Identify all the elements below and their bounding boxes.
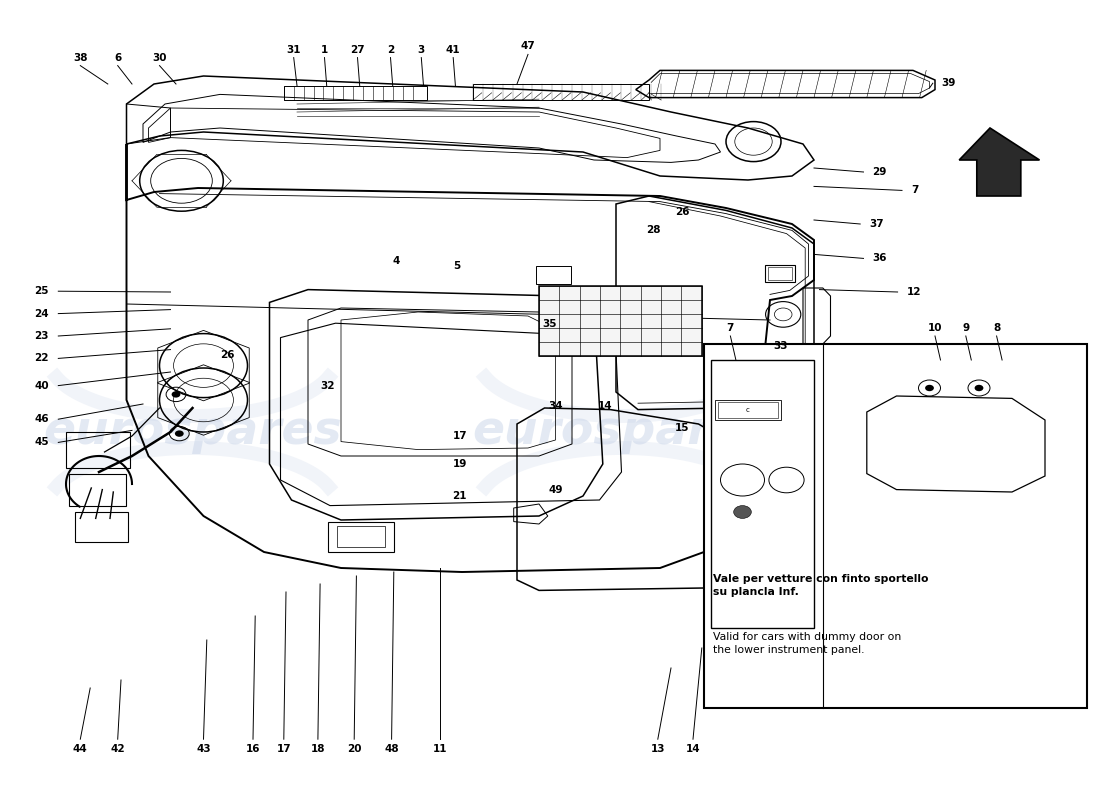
Text: Valid for cars with dummy door on
the lower instrument panel.: Valid for cars with dummy door on the lo… <box>713 632 901 655</box>
Circle shape <box>172 391 180 398</box>
Polygon shape <box>959 128 1040 196</box>
Circle shape <box>734 506 751 518</box>
Bar <box>768 267 792 280</box>
Text: 35: 35 <box>542 319 558 329</box>
Text: 7: 7 <box>727 323 734 333</box>
Text: 39: 39 <box>942 78 956 88</box>
Text: 9: 9 <box>962 323 969 333</box>
Text: 21: 21 <box>452 491 468 501</box>
Text: 3: 3 <box>418 45 425 54</box>
Text: 38: 38 <box>73 53 88 62</box>
Text: 4: 4 <box>393 256 399 266</box>
Bar <box>718 402 778 418</box>
Text: 33: 33 <box>773 342 789 351</box>
Text: 15: 15 <box>674 423 690 433</box>
Text: c: c <box>746 406 750 413</box>
Text: 45: 45 <box>34 438 50 447</box>
Text: 37: 37 <box>869 219 883 229</box>
Text: 43: 43 <box>196 744 211 754</box>
Text: 41: 41 <box>446 45 461 54</box>
Text: 49: 49 <box>548 485 563 494</box>
Bar <box>328 522 394 552</box>
Text: 1: 1 <box>321 45 328 54</box>
Circle shape <box>925 385 934 391</box>
Text: 7: 7 <box>911 186 918 195</box>
Bar <box>764 265 795 282</box>
Text: 44: 44 <box>73 744 88 754</box>
Text: 17: 17 <box>452 431 468 441</box>
Text: 14: 14 <box>597 402 613 411</box>
Text: 25: 25 <box>34 286 50 296</box>
Text: 34: 34 <box>548 402 563 411</box>
Text: 11: 11 <box>432 744 448 754</box>
Text: 40: 40 <box>34 381 50 390</box>
Text: 31: 31 <box>286 45 301 54</box>
Bar <box>704 344 1087 708</box>
Circle shape <box>975 385 983 391</box>
Bar <box>75 512 128 542</box>
Text: 48: 48 <box>384 744 399 754</box>
Text: 36: 36 <box>872 254 887 263</box>
Text: 22: 22 <box>34 354 50 363</box>
Text: 13: 13 <box>650 744 666 754</box>
Bar <box>536 266 571 284</box>
Text: 14: 14 <box>685 744 701 754</box>
Text: 10: 10 <box>927 323 943 333</box>
Text: Vale per vetture con finto sportello
su plancla Inf.: Vale per vetture con finto sportello su … <box>713 574 928 597</box>
Text: 28: 28 <box>646 225 661 234</box>
Text: 17: 17 <box>276 744 292 754</box>
Text: 6: 6 <box>114 53 121 62</box>
Text: 18: 18 <box>310 744 326 754</box>
Text: eurospares: eurospares <box>472 410 771 454</box>
Text: 8: 8 <box>993 323 1000 333</box>
Text: 26: 26 <box>674 207 690 217</box>
Bar <box>539 286 702 356</box>
Text: 46: 46 <box>34 414 50 424</box>
Bar <box>337 526 385 547</box>
Bar <box>715 400 781 420</box>
Text: 24: 24 <box>34 309 50 318</box>
Bar <box>284 86 427 100</box>
Text: 27: 27 <box>350 45 365 54</box>
Bar <box>69 474 126 506</box>
Text: 5: 5 <box>453 262 460 271</box>
Bar <box>473 84 649 100</box>
Text: 2: 2 <box>387 45 394 54</box>
Text: 29: 29 <box>872 167 887 177</box>
Text: 20: 20 <box>346 744 362 754</box>
Text: 19: 19 <box>452 459 468 469</box>
Text: 26: 26 <box>220 350 235 360</box>
Text: 42: 42 <box>110 744 125 754</box>
Text: eurospares: eurospares <box>43 410 342 454</box>
Text: 23: 23 <box>34 331 50 341</box>
Text: 47: 47 <box>520 42 536 51</box>
Text: 16: 16 <box>245 744 261 754</box>
Circle shape <box>175 430 184 437</box>
Bar <box>66 432 130 468</box>
Text: 12: 12 <box>906 287 921 297</box>
Text: 32: 32 <box>320 382 336 391</box>
Text: 30: 30 <box>152 53 167 62</box>
